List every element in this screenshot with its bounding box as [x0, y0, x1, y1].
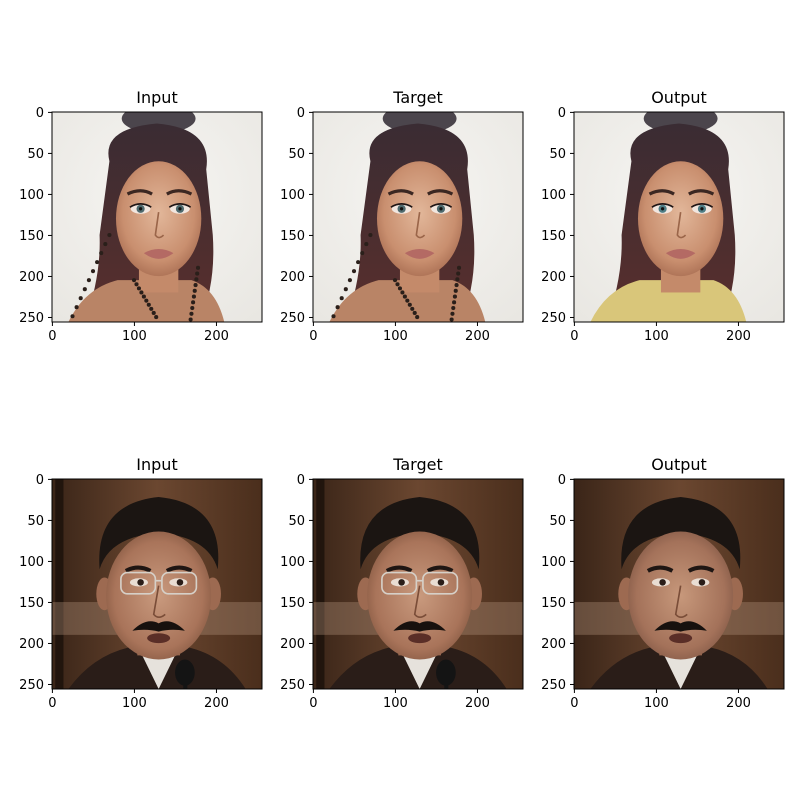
portrait-image [52, 112, 262, 322]
x-tick-label: 0 [309, 329, 317, 344]
panel-title: Input [136, 88, 177, 107]
x-tick-label: 100 [383, 696, 408, 711]
axes-frame [573, 478, 785, 690]
y-tick-label: 150 [541, 596, 566, 611]
y-tick-label: 0 [36, 106, 44, 121]
x-tick-label: 200 [726, 329, 751, 344]
x-tick-label: 0 [309, 696, 317, 711]
y-tick-label: 0 [558, 106, 566, 121]
y-tick-label: 200 [280, 270, 305, 285]
y-tick-label: 50 [549, 147, 566, 162]
x-tick-label: 200 [204, 696, 229, 711]
y-tick-label: 0 [558, 473, 566, 488]
y-tick-label: 100 [541, 188, 566, 203]
portrait-image [574, 112, 784, 322]
y-tick-label: 0 [297, 473, 305, 488]
y-tick-label: 0 [297, 106, 305, 121]
x-tick-label: 0 [48, 696, 56, 711]
y-tick-label: 200 [280, 637, 305, 652]
x-tick-label: 100 [644, 329, 669, 344]
y-tick-label: 50 [288, 147, 305, 162]
y-tick-label: 250 [19, 311, 44, 326]
y-tick-label: 200 [19, 637, 44, 652]
x-tick-label: 0 [48, 329, 56, 344]
x-tick-label: 100 [122, 329, 147, 344]
axes-frame [51, 111, 263, 323]
x-tick-label: 100 [644, 696, 669, 711]
y-tick-label: 100 [19, 188, 44, 203]
axes-frame [51, 478, 263, 690]
y-tick-label: 250 [541, 311, 566, 326]
portrait-image [52, 479, 262, 689]
x-tick-label: 200 [465, 329, 490, 344]
panel-1-2: Output 0 100 200 0 50 100 150 200 250 [541, 455, 785, 711]
y-tick-label: 200 [541, 637, 566, 652]
x-tick-label: 200 [726, 696, 751, 711]
y-tick-label: 100 [541, 555, 566, 570]
panel-title: Target [392, 88, 443, 107]
y-tick-label: 250 [19, 678, 44, 693]
y-tick-label: 250 [541, 678, 566, 693]
y-tick-label: 250 [280, 678, 305, 693]
panel-title: Input [136, 455, 177, 474]
x-tick-label: 0 [570, 329, 578, 344]
y-tick-label: 150 [19, 596, 44, 611]
y-tick-label: 150 [19, 229, 44, 244]
y-tick-label: 100 [19, 555, 44, 570]
axes-frame [312, 478, 524, 690]
y-tick-label: 50 [549, 514, 566, 529]
axes-frame [573, 111, 785, 323]
panel-0-2: Output 0 100 200 0 50 100 150 200 250 [541, 88, 785, 344]
panel-1-1: Target 0 100 200 0 50 100 150 200 250 [280, 455, 524, 711]
panel-0-0: Input 0 100 200 0 50 100 150 200 250 [19, 88, 263, 344]
panel-title: Output [651, 455, 707, 474]
y-tick-label: 100 [280, 188, 305, 203]
y-tick-label: 100 [280, 555, 305, 570]
portrait-image [313, 112, 523, 322]
x-tick-label: 0 [570, 696, 578, 711]
y-tick-label: 250 [280, 311, 305, 326]
x-tick-label: 100 [122, 696, 147, 711]
panel-title: Output [651, 88, 707, 107]
panel-0-1: Target 0 100 200 0 50 100 150 200 250 [280, 88, 524, 344]
y-tick-label: 200 [541, 270, 566, 285]
y-tick-label: 50 [27, 147, 44, 162]
portrait-image [313, 479, 523, 689]
y-tick-label: 0 [36, 473, 44, 488]
y-tick-label: 50 [288, 514, 305, 529]
portrait-image [574, 479, 784, 689]
x-tick-label: 200 [204, 329, 229, 344]
panel-title: Target [392, 455, 443, 474]
x-tick-label: 200 [465, 696, 490, 711]
panel-1-0: Input 0 100 200 0 50 100 150 200 250 [19, 455, 263, 711]
axes-frame [312, 111, 524, 323]
x-tick-label: 100 [383, 329, 408, 344]
y-tick-label: 150 [280, 229, 305, 244]
y-tick-label: 150 [280, 596, 305, 611]
y-tick-label: 200 [19, 270, 44, 285]
y-tick-label: 50 [27, 514, 44, 529]
y-tick-label: 150 [541, 229, 566, 244]
